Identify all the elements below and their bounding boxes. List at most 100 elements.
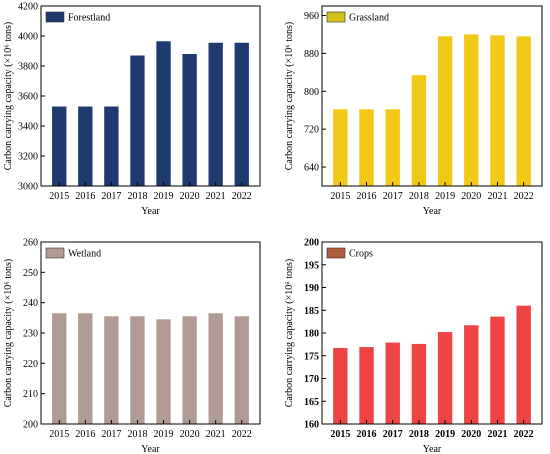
y-tick-label: 160 <box>304 420 319 431</box>
y-tick-label: 190 <box>304 283 319 294</box>
bar-grassland-2017 <box>385 109 400 186</box>
bar-grassland-2019 <box>437 36 453 186</box>
y-tick-label: 240 <box>23 298 38 309</box>
x-tick-label: 2019 <box>154 429 174 440</box>
x-tick-label: 2018 <box>409 191 429 202</box>
bar-forestland-2021 <box>208 42 223 186</box>
bar-wetland-2017 <box>104 316 119 424</box>
bar-wetland-2021 <box>208 313 223 424</box>
y-tick-label: 800 <box>304 87 319 98</box>
x-axis-title: Year <box>423 206 442 217</box>
bar-crops-2021 <box>490 316 505 424</box>
bar-wetland-2016 <box>78 313 93 424</box>
legend-swatch <box>326 247 346 259</box>
y-tick-label: 165 <box>304 397 319 408</box>
y-axis-title: Carbon carrying capacity (×10⁶ tons) <box>284 22 295 171</box>
bar-grassland-2015 <box>333 109 348 186</box>
legend-label: Forestland <box>68 13 110 24</box>
y-tick-label: 210 <box>23 389 38 400</box>
bar-crops-2018 <box>411 343 427 424</box>
legend-swatch <box>45 247 65 259</box>
x-tick-label: 2021 <box>487 191 507 202</box>
x-tick-label: 2022 <box>514 191 534 202</box>
plot-frame <box>40 5 261 187</box>
x-tick-label: 2021 <box>206 191 226 202</box>
legend-label: Wetland <box>68 249 101 260</box>
panel-forestland: 3000 3200 3400 3600 3800 4000 4200 2015 2016 2017… <box>3 2 261 217</box>
x-tick-label: 2016 <box>357 429 377 440</box>
y-tick-label: 200 <box>304 238 319 249</box>
y-tick-label: 250 <box>23 268 38 279</box>
x-tick-label: 2016 <box>75 429 95 440</box>
x-tick-label: 2015 <box>49 429 69 440</box>
bar-grassland-2016 <box>359 109 374 186</box>
bar-grassland-2020 <box>464 34 479 186</box>
bar-crops-2015 <box>333 348 348 424</box>
bar-forestland-2020 <box>182 54 197 186</box>
x-tick-label: 2022 <box>232 191 252 202</box>
x-tick-label: 2019 <box>435 429 455 440</box>
y-tick-label: 175 <box>304 351 319 362</box>
legend-swatch <box>326 11 346 23</box>
x-tick-label: 2017 <box>101 429 121 440</box>
x-tick-label: 2019 <box>435 191 455 202</box>
y-axis-title: Carbon carrying capacity (×10⁶ tons) <box>3 259 14 408</box>
x-tick-label: 2019 <box>154 191 174 202</box>
bar-crops-2022 <box>516 305 531 424</box>
x-tick-label: 2015 <box>49 191 69 202</box>
y-axis-title: Carbon carrying capacity (×10⁶ tons) <box>284 259 295 408</box>
y-tick-label: 220 <box>23 359 38 370</box>
bar-forestland-2018 <box>130 55 145 186</box>
x-tick-label: 2022 <box>514 429 534 440</box>
y-tick-label: 3800 <box>18 62 38 73</box>
bar-wetland-2020 <box>182 316 197 424</box>
y-tick-label: 960 <box>304 11 319 22</box>
panel-crops: 160 165 170 175 180 185 190 195 200 2015 2016 2017 2… <box>284 238 543 454</box>
x-tick-label: 2022 <box>232 429 252 440</box>
x-axis-title: Year <box>141 444 160 454</box>
bar-grassland-2021 <box>490 35 505 187</box>
bar-grassland-2018 <box>411 75 427 186</box>
y-tick-label: 230 <box>23 329 38 340</box>
bar-grassland-2022 <box>516 36 531 186</box>
x-tick-label: 2021 <box>206 429 226 440</box>
bar-forestland-2015 <box>52 106 67 186</box>
x-tick-label: 2020 <box>180 429 200 440</box>
x-tick-label: 2021 <box>487 429 507 440</box>
plot-frame <box>321 5 543 187</box>
x-tick-label: 2018 <box>127 429 147 440</box>
x-axis-title: Year <box>423 444 442 454</box>
bar-wetland-2019 <box>156 319 171 424</box>
y-tick-label: 640 <box>304 163 319 174</box>
bar-wetland-2015 <box>52 313 67 424</box>
x-tick-label: 2017 <box>383 429 403 440</box>
x-tick-label: 2020 <box>461 191 481 202</box>
bar-crops-2017 <box>385 342 400 424</box>
y-tick-label: 4000 <box>18 32 38 43</box>
y-tick-label: 170 <box>304 374 319 385</box>
bar-crops-2019 <box>437 332 453 424</box>
x-tick-label: 2015 <box>330 429 350 440</box>
y-tick-label: 3400 <box>18 122 38 133</box>
y-tick-label: 3600 <box>18 92 38 103</box>
y-tick-label: 180 <box>304 329 319 340</box>
legend-swatch <box>45 11 65 23</box>
x-tick-label: 2017 <box>101 191 121 202</box>
y-tick-label: 4200 <box>18 2 38 13</box>
bar-crops-2020 <box>464 325 479 424</box>
legend-label: Grassland <box>349 13 389 24</box>
y-tick-label: 260 <box>23 238 38 249</box>
y-tick-label: 720 <box>304 125 319 136</box>
y-tick-label: 200 <box>23 420 38 431</box>
y-tick-label: 3000 <box>18 182 38 193</box>
x-tick-label: 2015 <box>330 191 350 202</box>
y-axis-title: Carbon carrying capacity (×10⁶ tons) <box>3 22 14 171</box>
bar-forestland-2022 <box>234 42 249 186</box>
bar-forestland-2016 <box>78 106 93 186</box>
y-tick-label: 185 <box>304 306 319 317</box>
x-tick-label: 2016 <box>75 191 95 202</box>
x-tick-label: 2020 <box>461 429 481 440</box>
plot-frame <box>321 241 543 425</box>
bar-wetland-2018 <box>130 316 145 424</box>
